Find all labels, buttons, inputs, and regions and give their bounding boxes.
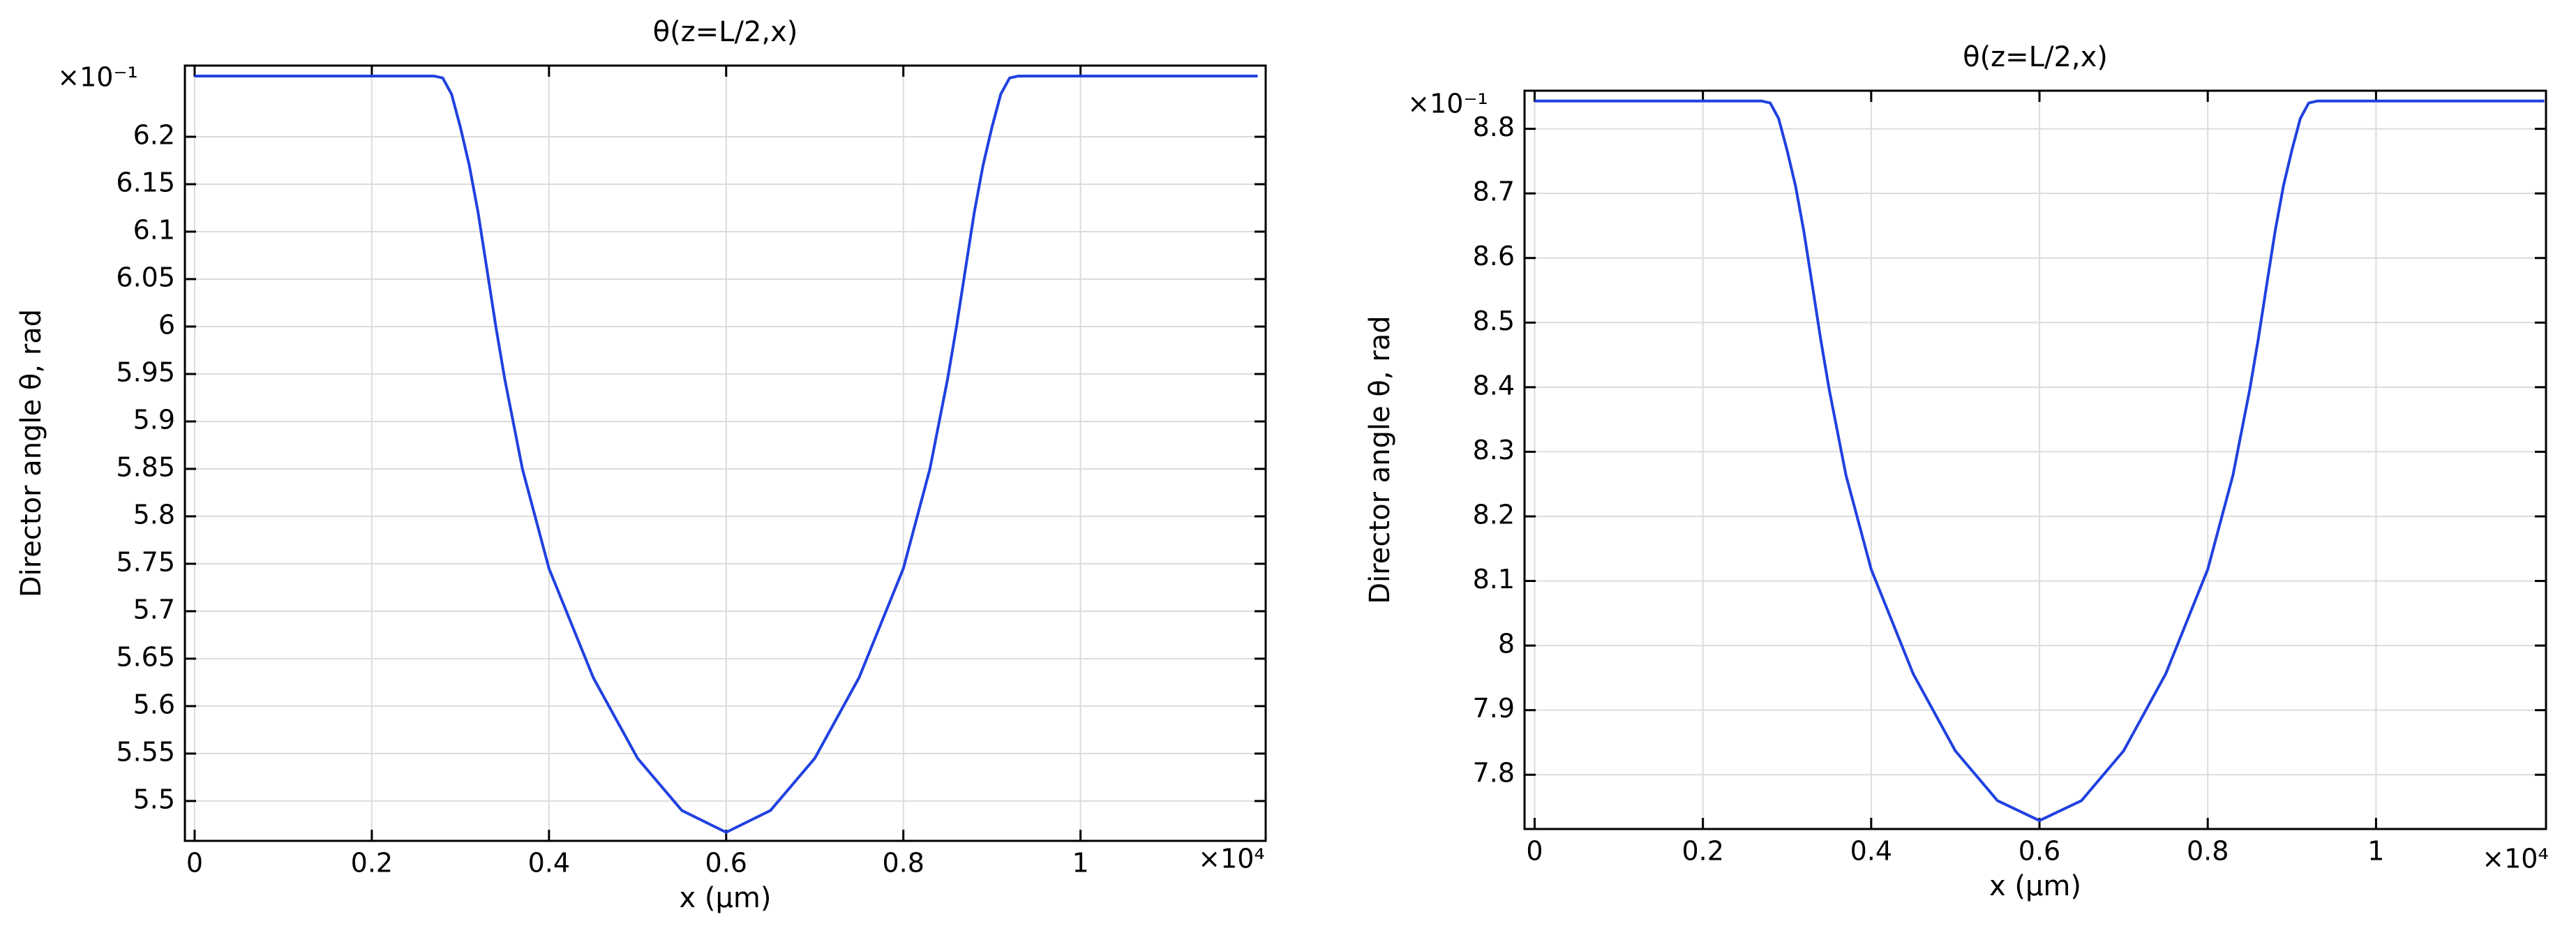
x-tick-label: 1 <box>1072 848 1089 879</box>
x-tick-label: 0.2 <box>351 848 393 879</box>
y-tick-label: 7.9 <box>1473 693 1515 724</box>
x-tick-label: 0 <box>1526 836 1543 867</box>
x-tick-label: 0.4 <box>528 848 570 879</box>
chart: 0 0.2 0.4 0.6 0.8 1 7.8 7.9 8 8.1 8.2 8.3 8.4 8.5 8.6 8… <box>1364 41 2549 902</box>
plot-frame <box>1523 89 2547 830</box>
y-tick-label: 5.6 <box>133 689 175 719</box>
y-tick-label: 6.2 <box>133 119 175 150</box>
data-line <box>1534 99 2545 822</box>
y-tick-label: 6.15 <box>116 167 175 197</box>
chart-title: θ(z=L/2,x) <box>1963 41 2108 73</box>
y-tick-label: 8.6 <box>1473 241 1515 271</box>
y-multiplier: ×10⁻¹ <box>1407 89 1488 119</box>
chart: 0 0.2 0.4 0.6 0.8 1 5.5 5.55 5.6 5.65 5.7 5.75 5.8 5.… <box>15 16 1267 914</box>
y-tick-label: 8.5 <box>1473 306 1515 336</box>
y-tick-label: 8.7 <box>1473 177 1515 207</box>
y-tick-label: 7.8 <box>1473 758 1515 789</box>
y-tick-label: 8.4 <box>1473 370 1515 401</box>
x-tick-label: 0.8 <box>882 848 924 879</box>
y-tick-label: 5.5 <box>133 784 175 814</box>
y-tick-label: 8 <box>1498 629 1515 659</box>
plot-area <box>1525 91 2546 829</box>
y-tick-label: 5.55 <box>116 736 175 767</box>
y-axis-label: Director angle θ, rad <box>15 309 47 597</box>
y-tick-label: 8.8 <box>1473 112 1515 142</box>
y-tick-label: 6 <box>158 309 175 340</box>
y-tick-label: 6.1 <box>133 214 175 245</box>
x-tick-label: 1 <box>2367 836 2384 867</box>
y-tick-label: 8.3 <box>1473 435 1515 465</box>
y-axis-label: Director angle θ, rad <box>1364 315 1396 604</box>
y-tick-label: 8.1 <box>1473 564 1515 595</box>
x-multiplier: ×10⁴ <box>2482 844 2548 874</box>
x-tick-label: 0.8 <box>2187 836 2229 867</box>
y-tick-label: 5.85 <box>116 451 175 482</box>
x-axis-label: x (µm) <box>679 882 771 914</box>
data-line <box>194 74 1258 834</box>
y-tick-label: 8.2 <box>1473 499 1515 530</box>
y-tick-label: 6.05 <box>116 262 175 292</box>
y-tick-label: 5.8 <box>133 499 175 530</box>
y-tick-label: 5.9 <box>133 404 175 435</box>
plot-frame <box>184 64 1267 842</box>
y-tick-label: 5.95 <box>116 357 175 387</box>
x-multiplier: ×10⁴ <box>1198 844 1264 874</box>
y-multiplier: ×10⁻¹ <box>57 62 137 93</box>
x-axis-label: x (µm) <box>1989 870 2081 902</box>
chart-title: θ(z=L/2,x) <box>653 16 798 48</box>
y-tick-label: 5.75 <box>116 546 175 577</box>
y-tick-label: 5.7 <box>133 594 175 625</box>
x-tick-label: 0.6 <box>705 848 747 879</box>
x-tick-label: 0.6 <box>2019 836 2060 867</box>
x-tick-label: 0.4 <box>1850 836 1892 867</box>
x-tick-label: 0.2 <box>1682 836 1723 867</box>
y-tick-label: 5.65 <box>116 641 175 672</box>
plot-area <box>185 66 1266 841</box>
x-tick-label: 0 <box>186 848 203 879</box>
